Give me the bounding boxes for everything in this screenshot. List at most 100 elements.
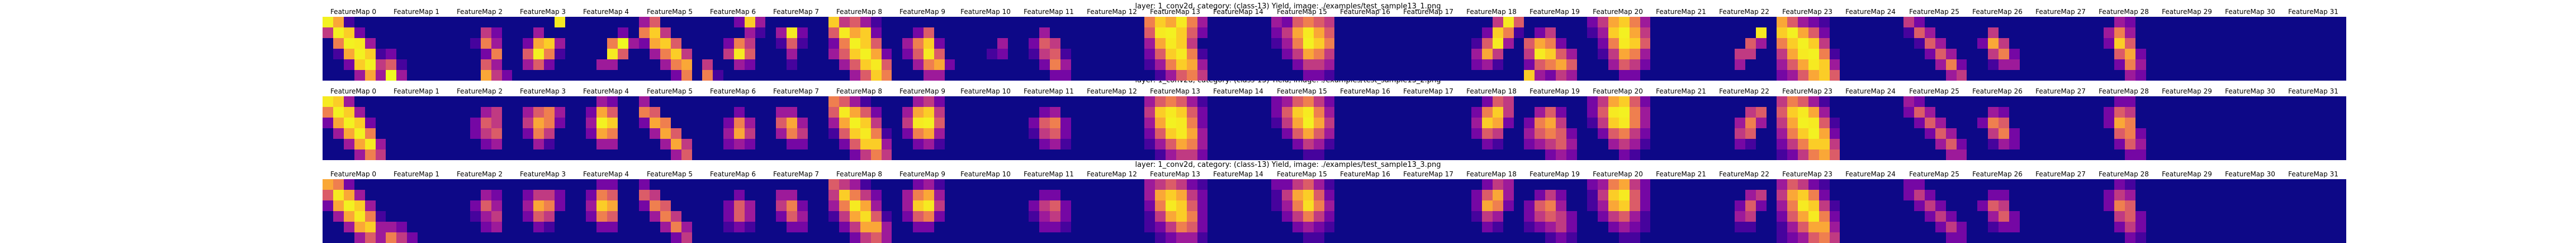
heatmap-cell bbox=[365, 38, 376, 49]
heatmap-cell bbox=[818, 149, 829, 160]
feature-map-title: FeatureMap 16 bbox=[1340, 8, 1390, 16]
heatmap-cell bbox=[544, 118, 555, 129]
heatmap-cell bbox=[1988, 149, 1999, 160]
heatmap-cell bbox=[934, 190, 945, 201]
heatmap-cell bbox=[776, 211, 787, 222]
heatmap-cell bbox=[1503, 211, 1514, 222]
heatmap-cell bbox=[1229, 107, 1240, 118]
heatmap-cell bbox=[2083, 107, 2094, 118]
feature-map-panel: FeatureMap 5 bbox=[639, 170, 703, 243]
heatmap-cell bbox=[2314, 118, 2326, 129]
heatmap-cell bbox=[2177, 232, 2189, 243]
heatmap-cell bbox=[2020, 139, 2030, 150]
heatmap-cell bbox=[2072, 211, 2083, 222]
heatmap-cell bbox=[428, 139, 439, 150]
heatmap-cell bbox=[2241, 139, 2252, 150]
heatmap-cell bbox=[734, 179, 745, 190]
heatmap-cell bbox=[491, 232, 503, 243]
heatmap-cell bbox=[924, 128, 935, 139]
heatmap-cell bbox=[1861, 49, 1872, 60]
heatmap-cell bbox=[1071, 179, 1082, 190]
feature-map-panel: FeatureMap 19 bbox=[1524, 8, 1588, 81]
heatmap-cell bbox=[808, 211, 819, 222]
heatmap-cell bbox=[765, 179, 776, 190]
heatmap-cell bbox=[1218, 128, 1229, 139]
heatmap-cell bbox=[692, 149, 703, 160]
heatmap-cell bbox=[470, 222, 481, 233]
heatmap-cell bbox=[2251, 149, 2262, 160]
heatmap-cell bbox=[449, 17, 460, 28]
heatmap-cell bbox=[2104, 149, 2115, 160]
heatmap-cell bbox=[776, 49, 787, 60]
heatmap-cell bbox=[1292, 211, 1304, 222]
heatmap-cell bbox=[1893, 70, 1903, 81]
heatmap-cell bbox=[2125, 118, 2136, 129]
heatmap-cell bbox=[1176, 70, 1187, 81]
feature-map-title: FeatureMap 5 bbox=[646, 87, 693, 95]
heatmap-cell bbox=[533, 96, 544, 108]
heatmap-cell bbox=[1482, 211, 1493, 222]
heatmap-cell bbox=[1356, 232, 1367, 243]
heatmap-cell bbox=[1882, 200, 1893, 212]
heatmap-cell bbox=[2104, 179, 2115, 190]
heatmap-cell bbox=[2146, 27, 2157, 39]
feature-map-panel: FeatureMap 21 bbox=[1650, 170, 1714, 243]
heatmap-cell bbox=[1471, 232, 1483, 243]
heatmap-cell bbox=[1008, 139, 1019, 150]
heatmap-cell bbox=[1124, 149, 1135, 160]
heatmap-cell bbox=[1967, 222, 1978, 233]
heatmap-cell bbox=[1713, 49, 1725, 60]
heatmap-cell bbox=[1524, 190, 1535, 201]
heatmap-cell bbox=[1977, 222, 1988, 233]
feature-map-panel: FeatureMap 31 bbox=[2283, 170, 2346, 243]
heatmap-cell bbox=[607, 38, 618, 49]
heatmap-cell bbox=[2040, 190, 2052, 201]
heatmap-cell bbox=[1292, 232, 1304, 243]
heatmap-cell bbox=[2262, 232, 2273, 243]
heatmap-cell bbox=[502, 190, 513, 201]
heatmap-cell bbox=[1187, 118, 1198, 129]
heatmap-cell bbox=[1493, 200, 1504, 212]
heatmap-cell bbox=[1144, 211, 1156, 222]
heatmap-cell bbox=[1408, 222, 1419, 233]
heatmap-cell bbox=[850, 118, 861, 129]
heatmap-cell bbox=[1451, 200, 1461, 212]
heatmap-cell bbox=[1767, 222, 1777, 233]
heatmap-cell bbox=[2304, 96, 2315, 108]
heatmap-cell bbox=[418, 179, 429, 190]
heatmap-cell bbox=[850, 149, 861, 160]
feature-map-title: FeatureMap 19 bbox=[1530, 170, 1580, 178]
heatmap-cell bbox=[776, 118, 787, 129]
heatmap-cell bbox=[755, 179, 766, 190]
heatmap-cell bbox=[1451, 59, 1461, 71]
heatmap-cell bbox=[1282, 149, 1293, 160]
heatmap-cell bbox=[2093, 38, 2104, 49]
heatmap-cell bbox=[723, 190, 735, 201]
heatmap-cell bbox=[1081, 27, 1092, 39]
heatmap-cell bbox=[1493, 38, 1504, 49]
heatmap-cell bbox=[650, 38, 661, 49]
heatmap-cell bbox=[2304, 59, 2315, 71]
heatmap-cell bbox=[1745, 59, 1756, 71]
heatmap-cell bbox=[1587, 107, 1598, 118]
heatmap bbox=[323, 96, 386, 160]
heatmap-cell bbox=[1377, 211, 1388, 222]
heatmap-cell bbox=[1872, 70, 1883, 81]
heatmap-cell bbox=[502, 200, 513, 212]
heatmap-cell bbox=[544, 107, 555, 118]
heatmap-cell bbox=[1166, 38, 1177, 49]
heatmap-cell bbox=[1081, 139, 1092, 150]
heatmap-cell bbox=[1155, 49, 1166, 60]
heatmap-cell bbox=[1514, 70, 1524, 81]
heatmap-cell bbox=[2156, 149, 2167, 160]
heatmap-cell bbox=[2030, 232, 2041, 243]
heatmap-cell bbox=[2093, 27, 2104, 39]
row-title: layer: 1_conv2d, category: (class-13) Yi… bbox=[1135, 2, 1441, 11]
heatmap-cell bbox=[2051, 59, 2062, 71]
heatmap-cell bbox=[1682, 200, 1693, 212]
heatmap-cell bbox=[2009, 149, 2020, 160]
heatmap-cell bbox=[1861, 232, 1872, 243]
heatmap-cell bbox=[1008, 107, 1019, 118]
heatmap-cell bbox=[1050, 222, 1061, 233]
heatmap-cell bbox=[1124, 70, 1135, 81]
